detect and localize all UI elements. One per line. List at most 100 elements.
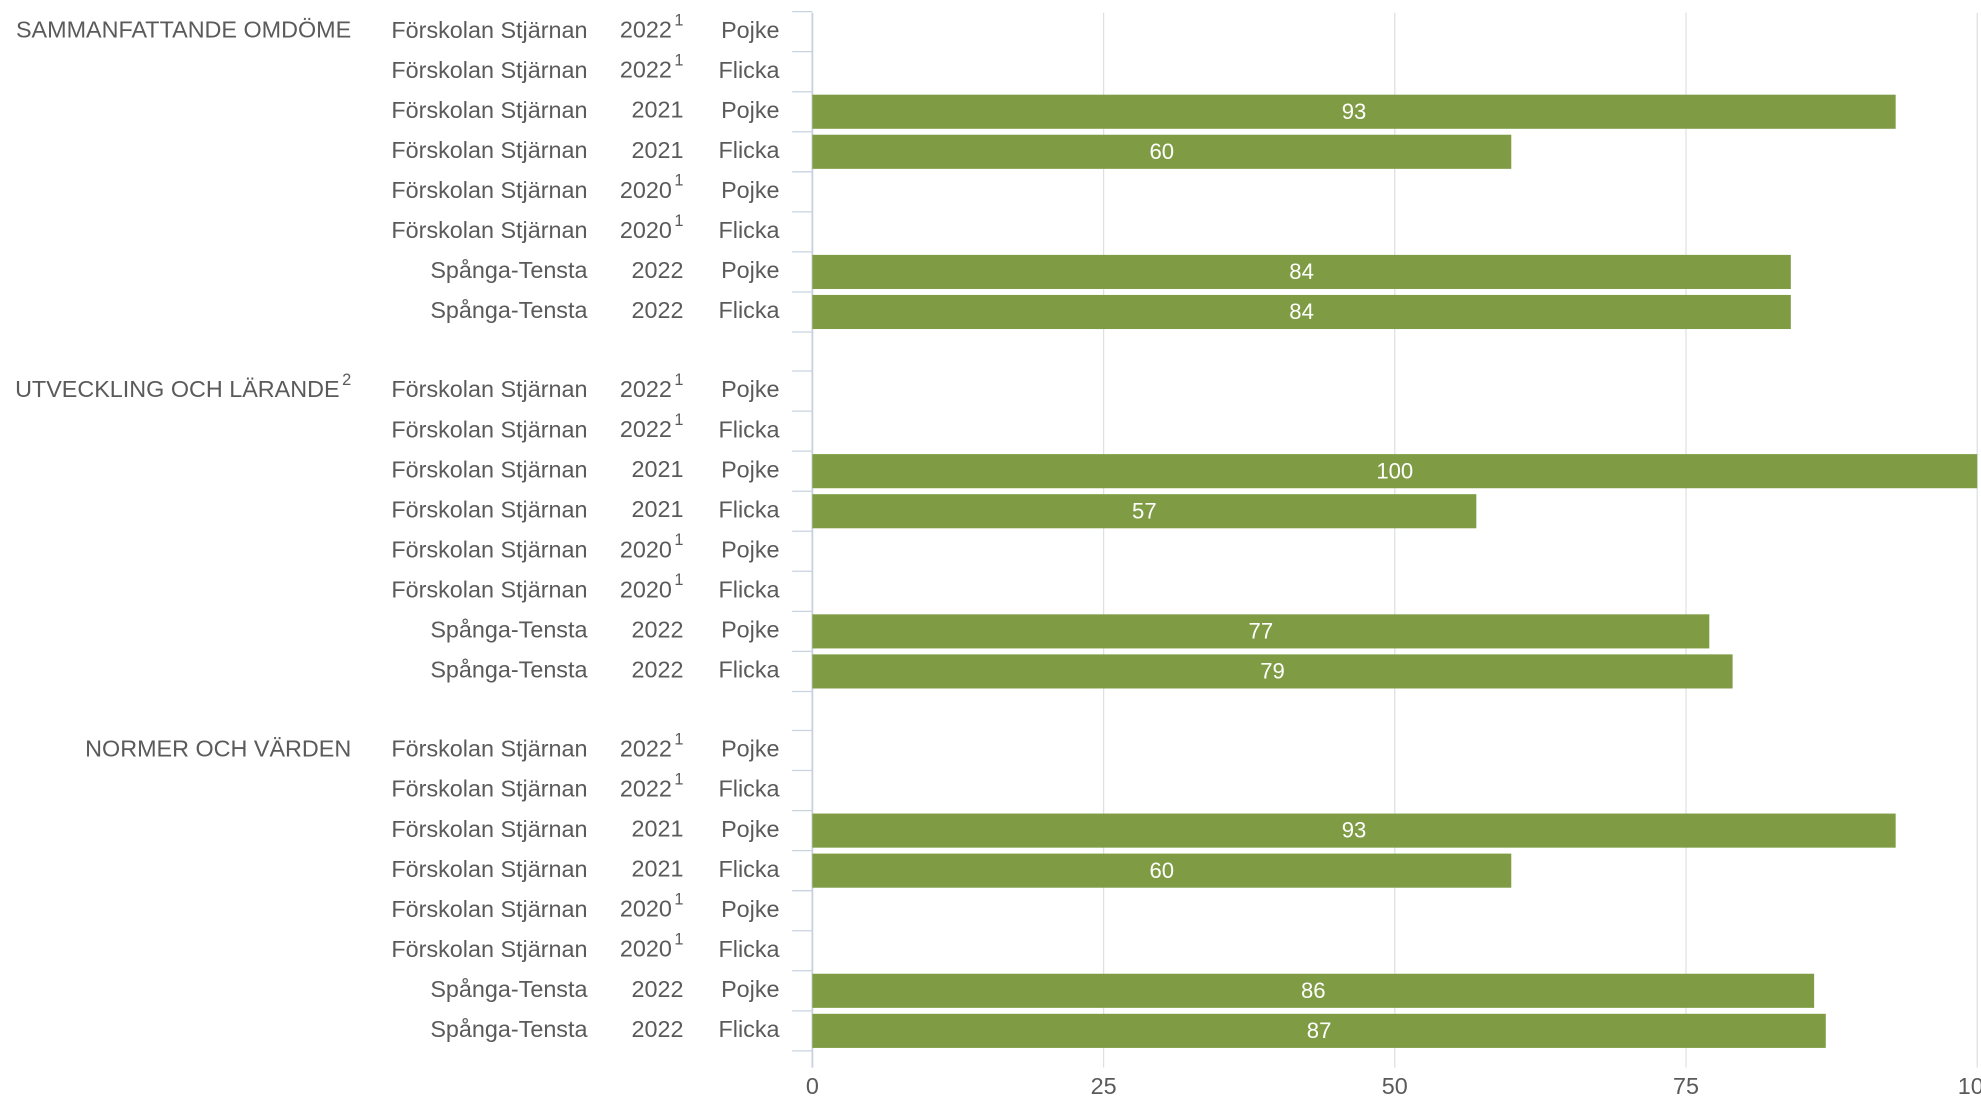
- year-label: 2022 1: [620, 731, 684, 762]
- year-label: 2022: [632, 657, 684, 683]
- year-label-main: 2020: [620, 936, 672, 962]
- value-label: 84: [1289, 259, 1314, 284]
- year-label-sup: 1: [674, 411, 683, 429]
- year-label: 2022 1: [620, 52, 684, 83]
- unit-label: Förskolan Stjärnan: [391, 936, 587, 962]
- year-label: 2022: [632, 976, 684, 1002]
- group-label-sup: 2: [342, 371, 351, 389]
- bar: [812, 813, 1896, 848]
- group-label: NORMER OCH VÄRDEN: [85, 736, 351, 762]
- unit-label: Spånga-Tensta: [430, 976, 587, 1002]
- unit-label: Spånga-Tensta: [430, 617, 587, 643]
- unit-label: Spånga-Tensta: [430, 257, 587, 283]
- year-label: 2020 1: [620, 931, 684, 962]
- gender-label: Pojke: [721, 376, 779, 402]
- group-label-main: UTVECKLING OCH LÄRANDE: [15, 376, 340, 402]
- year-label: 2022 1: [620, 12, 684, 43]
- year-label-sup: 1: [674, 771, 683, 789]
- bar: [812, 454, 1978, 489]
- year-label: 2022 1: [620, 371, 684, 402]
- year-label: 2022: [632, 1016, 684, 1042]
- value-label: 100: [1376, 458, 1413, 483]
- x-tick-label: 75: [1673, 1073, 1699, 1098]
- year-label-main: 2020: [620, 536, 672, 562]
- gender-label: Flicka: [719, 416, 780, 442]
- year-label: 2021: [632, 496, 684, 522]
- gender-label: Flicka: [719, 776, 780, 802]
- group-label: UTVECKLING OCH LÄRANDE 2: [15, 371, 351, 402]
- year-label: 2022 1: [620, 771, 684, 802]
- unit-label: Förskolan Stjärnan: [391, 456, 587, 482]
- bar: [812, 973, 1815, 1008]
- year-label: 2020 1: [620, 891, 684, 922]
- gender-label: Pojke: [721, 736, 779, 762]
- year-label-sup: 1: [674, 12, 683, 30]
- gender-label: Pojke: [721, 456, 779, 482]
- year-label-main: 2022: [632, 297, 684, 323]
- unit-label: Förskolan Stjärnan: [391, 856, 587, 882]
- x-tick-label: 25: [1091, 1073, 1117, 1098]
- year-label: 2021: [632, 97, 684, 123]
- year-label-sup: 1: [674, 891, 683, 909]
- year-label-main: 2022: [632, 657, 684, 683]
- unit-label: Förskolan Stjärnan: [391, 736, 587, 762]
- year-label-main: 2022: [632, 257, 684, 283]
- gender-label: Flicka: [719, 657, 780, 683]
- year-label-main: 2021: [632, 456, 684, 482]
- bar: [812, 294, 1791, 330]
- year-label: 2021: [632, 856, 684, 882]
- unit-label: Förskolan Stjärnan: [391, 17, 587, 43]
- gender-label: Flicka: [719, 297, 780, 323]
- year-label-sup: 1: [674, 731, 683, 749]
- year-label-main: 2022: [620, 736, 672, 762]
- bar: [812, 94, 1896, 129]
- gender-label: Flicka: [719, 57, 780, 83]
- year-label-sup: 1: [674, 371, 683, 389]
- year-label-main: 2021: [632, 496, 684, 522]
- gender-label: Pojke: [721, 17, 779, 43]
- value-label: 60: [1150, 139, 1175, 164]
- year-label-sup: 1: [674, 212, 683, 230]
- x-tick-label: 0: [806, 1073, 819, 1098]
- gender-label: Flicka: [719, 137, 780, 163]
- value-label: 84: [1289, 299, 1314, 324]
- year-label-main: 2022: [620, 57, 672, 83]
- x-tick-label: 50: [1382, 1073, 1408, 1098]
- unit-label: Förskolan Stjärnan: [391, 536, 587, 562]
- group-label-main: SAMMANFATTANDE OMDÖME: [16, 17, 351, 43]
- year-label-main: 2022: [632, 1016, 684, 1042]
- year-label: 2021: [632, 137, 684, 163]
- gender-label: Flicka: [719, 576, 780, 602]
- value-label: 93: [1342, 99, 1367, 124]
- gender-label: Pojke: [721, 896, 779, 922]
- bar: [812, 614, 1710, 649]
- unit-label: Förskolan Stjärnan: [391, 57, 587, 83]
- bar: [812, 254, 1791, 289]
- unit-label: Spånga-Tensta: [430, 1016, 587, 1042]
- unit-label: Förskolan Stjärnan: [391, 416, 587, 442]
- gender-label: Pojke: [721, 257, 779, 283]
- year-label-main: 2022: [632, 976, 684, 1002]
- unit-label: Förskolan Stjärnan: [391, 776, 587, 802]
- x-tick-label: 100: [1958, 1073, 1981, 1098]
- value-label: 60: [1150, 858, 1175, 883]
- year-label-main: 2021: [632, 816, 684, 842]
- bar: [812, 1013, 1826, 1048]
- value-label: 87: [1307, 1018, 1332, 1043]
- year-label: 2020 1: [620, 212, 684, 243]
- value-label: 57: [1132, 498, 1157, 523]
- unit-label: Förskolan Stjärnan: [391, 496, 587, 522]
- year-label-main: 2022: [620, 416, 672, 442]
- year-label: 2021: [632, 456, 684, 482]
- year-label-main: 2021: [632, 137, 684, 163]
- year-label-sup: 1: [674, 172, 683, 190]
- unit-label: Förskolan Stjärnan: [391, 376, 587, 402]
- unit-label: Förskolan Stjärnan: [391, 896, 587, 922]
- value-label: 79: [1260, 659, 1285, 684]
- gender-label: Pojke: [721, 976, 779, 1002]
- year-label-main: 2021: [632, 97, 684, 123]
- year-label-main: 2022: [632, 617, 684, 643]
- unit-label: Förskolan Stjärnan: [391, 177, 587, 203]
- year-label-main: 2022: [620, 17, 672, 43]
